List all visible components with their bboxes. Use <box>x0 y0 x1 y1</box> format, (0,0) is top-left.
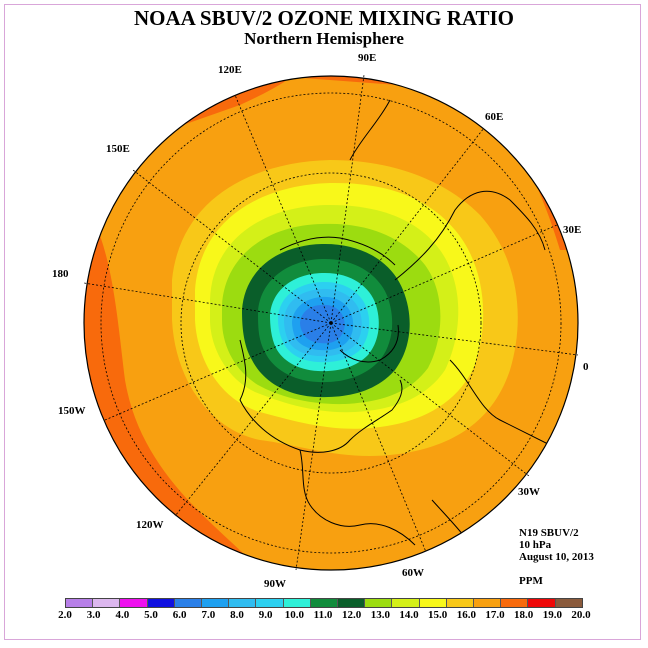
colorbar-segment <box>202 599 230 607</box>
meridian-180 <box>83 282 332 324</box>
colorbar-segment <box>174 599 203 607</box>
meridian-150e <box>132 169 332 324</box>
europe-coast <box>394 190 546 281</box>
colorbar-tick-label: 12.0 <box>342 609 362 621</box>
figure-frame <box>4 4 641 640</box>
africa-coast <box>449 359 561 451</box>
coastlines <box>239 99 561 561</box>
lon-label-180: 180 <box>52 268 69 280</box>
longitude-labels: 0 30E 60E 90E 120E 150E 180 150W 120W 90… <box>52 52 589 590</box>
latitude-circle-equator-near <box>100 92 562 554</box>
meridian-90w <box>295 322 332 571</box>
chart-title: NOAA SBUV/2 OZONE MIXING RATIO <box>134 6 514 30</box>
colorbar-tick-label: 10.0 <box>284 609 304 621</box>
meridian-30w <box>330 322 530 477</box>
colorbar-segment <box>310 599 339 607</box>
colorbar-segment <box>338 599 366 607</box>
colorbar-tick-label: 4.0 <box>115 609 130 621</box>
meridian-90e <box>330 74 365 324</box>
date-label: August 10, 2013 <box>519 551 594 563</box>
colorbar-segment <box>229 599 257 607</box>
meridian-0 <box>330 322 579 356</box>
colorbar-segment <box>555 599 582 607</box>
colorbar-tick-label: 6.0 <box>172 609 187 621</box>
colorbar-segment <box>392 599 420 607</box>
meridian-60e <box>330 127 485 324</box>
colorbar-tick-label: 3.0 <box>86 609 101 621</box>
lon-label-60w: 60W <box>402 567 424 579</box>
colorbar-tick-label: 9.0 <box>258 609 273 621</box>
colorbar-segment <box>283 599 311 607</box>
colorbar-tick-label: 8.0 <box>230 609 244 621</box>
colorbar-tick-label: 13.0 <box>370 609 390 621</box>
colorbar-tick-label: 7.0 <box>201 609 216 621</box>
meridian-30e <box>330 224 558 324</box>
colorbar-segment <box>365 599 393 607</box>
colorbar-tick-label: 17.0 <box>485 609 505 621</box>
satellite-label: N19 SBUV/2 <box>519 527 579 539</box>
lon-label-120e: 120E <box>218 64 242 76</box>
colorbar-segment <box>147 599 175 607</box>
colorbar-segment <box>446 599 475 607</box>
colorbar-segment <box>66 599 94 607</box>
siberia-coast <box>279 236 396 266</box>
meridian-120e <box>234 94 332 324</box>
colorbar-segment <box>120 599 148 607</box>
colorbar-segment <box>93 599 121 607</box>
colorbar-tick-label: 18.0 <box>514 609 534 621</box>
lon-label-120w: 120W <box>136 519 164 531</box>
colorbar <box>65 598 583 608</box>
units-label: PPM <box>519 575 543 587</box>
colorbar-tick-label: 14.0 <box>399 609 419 621</box>
colorbar-tick-label: 20.0 <box>571 609 591 621</box>
band-6 <box>300 304 345 344</box>
lon-label-150w: 150W <box>58 405 86 417</box>
colorbar-tick-label: 19.0 <box>542 609 562 621</box>
colorbar-tick-label: 16.0 <box>456 609 476 621</box>
lon-label-90e: 90E <box>358 52 376 64</box>
meridian-150w <box>104 322 332 421</box>
alaska-coast <box>239 339 247 401</box>
lon-label-0: 0 <box>583 361 589 373</box>
colorbar-tick-label: 2.0 <box>58 609 72 621</box>
lon-label-30w: 30W <box>518 486 540 498</box>
latitude-circle-30n <box>180 172 482 474</box>
colorbar-segment <box>501 599 529 607</box>
greenland-coast <box>339 324 399 363</box>
hemisphere-outline <box>83 75 579 571</box>
lon-label-30e: 30E <box>563 224 581 236</box>
north-america-coast <box>239 379 403 453</box>
india-coast <box>349 99 391 161</box>
meridian-60w <box>330 322 427 553</box>
colorbar-segment <box>256 599 284 607</box>
lon-label-150e: 150E <box>106 143 130 155</box>
colorbar-tick-label: 15.0 <box>428 609 448 621</box>
colorbar-tick-label: 11.0 <box>313 609 333 621</box>
central-america-coast <box>299 449 416 546</box>
chart-subtitle: Northern Hemisphere <box>244 29 404 48</box>
lon-label-60e: 60E <box>485 111 503 123</box>
pressure-level-label: 10 hPa <box>519 539 552 551</box>
colorbar-segment <box>528 599 556 607</box>
colorbar-segment <box>419 599 447 607</box>
colorbar-tick-label: 5.0 <box>144 609 158 621</box>
lon-label-90w: 90W <box>264 578 286 590</box>
colorbar-segment <box>474 599 502 607</box>
